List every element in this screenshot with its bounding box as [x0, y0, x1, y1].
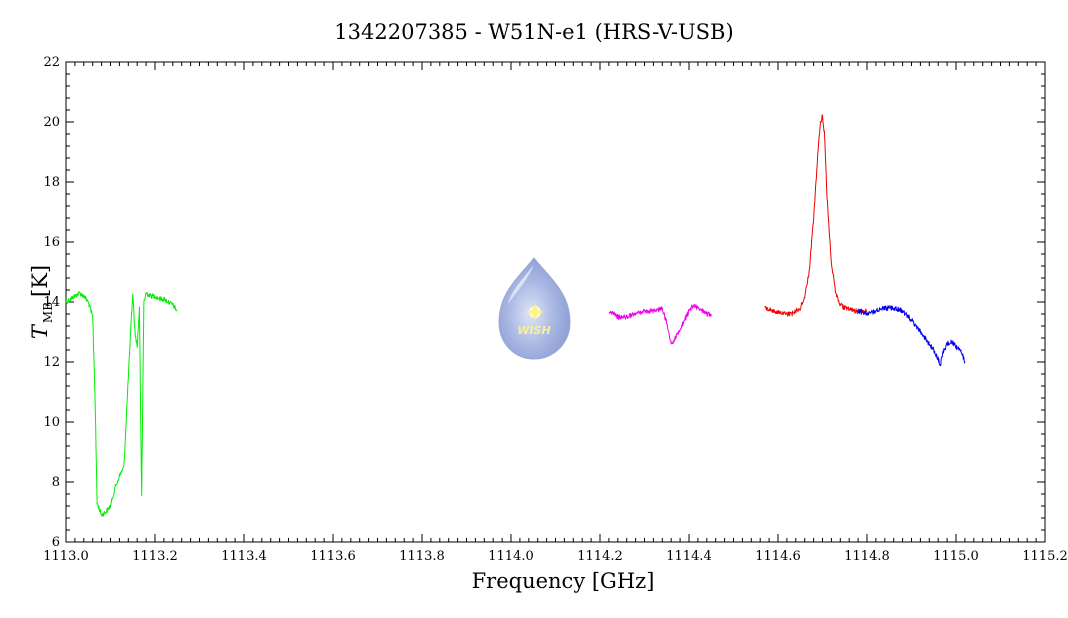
y-tick-label: 12 [43, 355, 60, 370]
svg-text:TMB[K]: TMB [K] [28, 265, 55, 339]
x-axis-label: Frequency [GHz] [472, 569, 655, 593]
x-tick-label: 1115.0 [933, 549, 979, 564]
x-tick-label: 1114.4 [666, 549, 712, 564]
y-tick-label: 8 [52, 475, 60, 490]
wish-logo: WISH [498, 257, 571, 360]
spectrum-series [65, 114, 966, 517]
y-tick-label: 18 [43, 175, 60, 190]
y-axis-label: TMB [K] [28, 265, 55, 339]
chart-title: 1342207385 - W51N-e1 (HRS-V-USB) [334, 20, 733, 44]
y-axis-ticks: 6 8 10 12 14 16 18 20 22 [43, 55, 1045, 550]
x-tick-label: 1113.4 [221, 549, 267, 564]
star-icon [526, 303, 544, 321]
x-tick-label: 1114.6 [755, 549, 801, 564]
x-tick-label: 1113.0 [43, 549, 89, 564]
y-tick-label: 6 [52, 535, 60, 550]
y-axis-label-main: T [28, 323, 52, 339]
spectrum-series-line [608, 303, 712, 345]
y-tick-label: 22 [43, 55, 60, 70]
y-tick-label: 16 [43, 235, 60, 250]
y-tick-label: 20 [43, 115, 60, 130]
y-tick-label: 14 [43, 295, 60, 310]
drop-highlight [508, 264, 534, 304]
x-tick-label: 1114.0 [488, 549, 534, 564]
x-tick-label: 1115.2 [1022, 549, 1068, 564]
x-axis-ticks: 1113.0 1113.2 1113.4 1113.6 1113.8 1114.0 1114… [43, 62, 1068, 564]
spectrum-series-line [65, 291, 178, 517]
x-tick-label: 1113.8 [399, 549, 445, 564]
y-tick-label: 10 [43, 415, 60, 430]
spectrum-series-line [764, 114, 868, 317]
x-tick-label: 1114.8 [844, 549, 890, 564]
y-axis-label-unit: [K] [28, 265, 52, 297]
x-tick-label: 1114.2 [577, 549, 623, 564]
y-axis-label-sub: MB [41, 302, 55, 323]
spectrum-series-line [857, 305, 966, 366]
logo-text: WISH [517, 324, 550, 337]
x-tick-label: 1113.2 [132, 549, 178, 564]
x-tick-label: 1113.6 [310, 549, 356, 564]
